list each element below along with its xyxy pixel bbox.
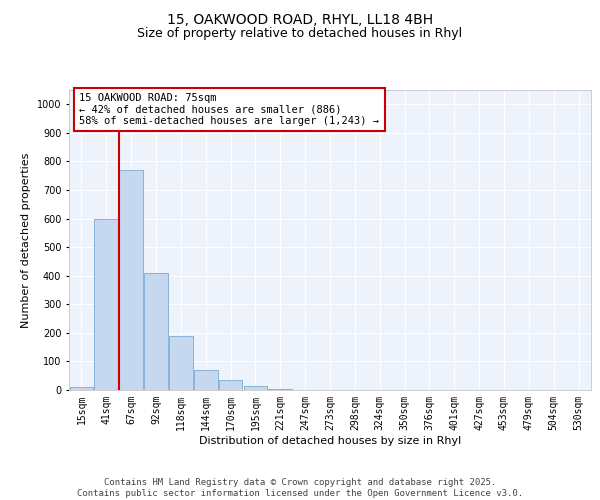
Bar xyxy=(144,273,168,390)
Bar xyxy=(219,380,242,390)
Text: 15 OAKWOOD ROAD: 75sqm
← 42% of detached houses are smaller (886)
58% of semi-de: 15 OAKWOOD ROAD: 75sqm ← 42% of detached… xyxy=(79,93,379,126)
Text: Size of property relative to detached houses in Rhyl: Size of property relative to detached ho… xyxy=(137,28,463,40)
Text: Contains HM Land Registry data © Crown copyright and database right 2025.
Contai: Contains HM Land Registry data © Crown c… xyxy=(77,478,523,498)
Text: 15, OAKWOOD ROAD, RHYL, LL18 4BH: 15, OAKWOOD ROAD, RHYL, LL18 4BH xyxy=(167,12,433,26)
Bar xyxy=(244,386,267,390)
Bar xyxy=(169,336,193,390)
Bar xyxy=(194,370,218,390)
Bar xyxy=(94,218,118,390)
Bar xyxy=(268,388,292,390)
Y-axis label: Number of detached properties: Number of detached properties xyxy=(22,152,31,328)
X-axis label: Distribution of detached houses by size in Rhyl: Distribution of detached houses by size … xyxy=(199,436,461,446)
Bar xyxy=(119,170,143,390)
Bar xyxy=(70,387,93,390)
